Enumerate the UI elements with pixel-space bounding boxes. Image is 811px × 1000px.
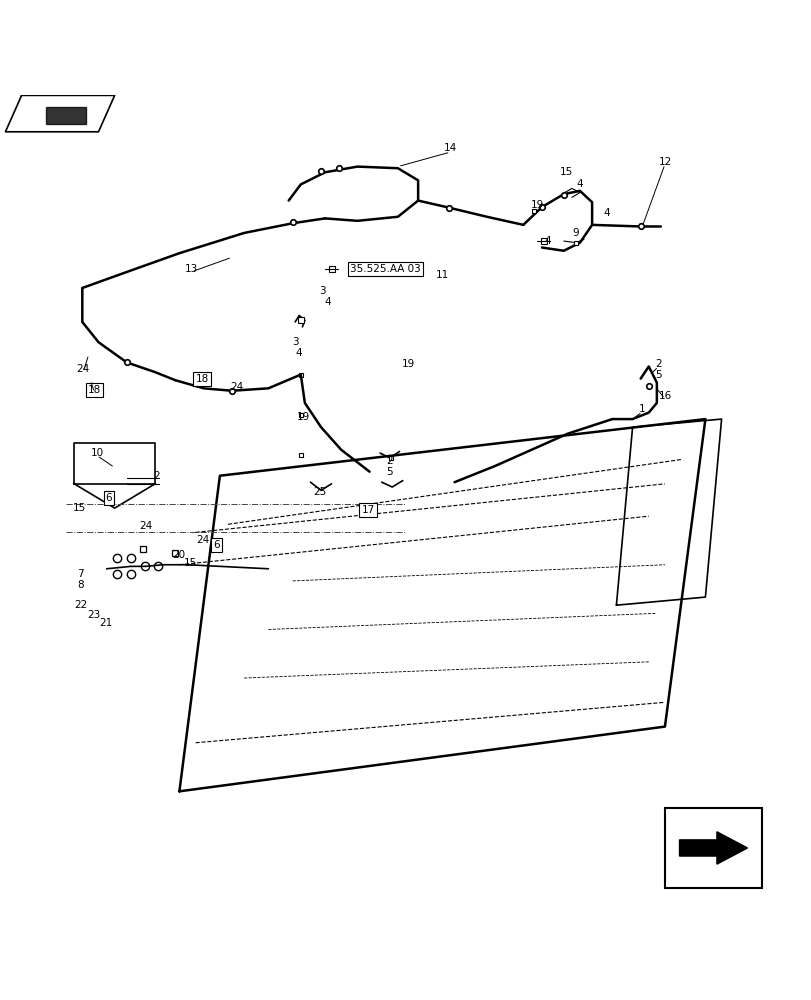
Text: 2: 2 xyxy=(654,359,661,369)
Text: 3: 3 xyxy=(291,337,298,347)
Text: 4: 4 xyxy=(603,208,609,218)
Text: 3: 3 xyxy=(319,286,325,296)
Text: 4: 4 xyxy=(324,297,330,307)
Text: 13: 13 xyxy=(185,264,198,274)
Text: 8: 8 xyxy=(77,580,84,590)
Text: 9: 9 xyxy=(572,228,578,238)
Text: 15: 15 xyxy=(73,503,87,513)
Text: 24: 24 xyxy=(230,382,243,392)
Text: 24: 24 xyxy=(139,521,152,531)
Text: 35.525.AA 03: 35.525.AA 03 xyxy=(350,264,421,274)
Text: 23: 23 xyxy=(87,610,100,620)
Text: 15: 15 xyxy=(559,167,572,177)
Text: 12: 12 xyxy=(658,157,671,167)
Text: 19: 19 xyxy=(530,200,544,210)
Text: 15: 15 xyxy=(183,558,196,568)
Text: 19: 19 xyxy=(296,412,310,422)
Text: 2: 2 xyxy=(386,456,393,466)
Text: 7: 7 xyxy=(77,569,84,579)
Text: 17: 17 xyxy=(361,505,374,515)
Polygon shape xyxy=(6,95,114,132)
Text: 6: 6 xyxy=(213,540,220,550)
Text: 10: 10 xyxy=(90,448,103,458)
Text: 2: 2 xyxy=(153,471,160,481)
Text: 4: 4 xyxy=(576,179,582,189)
Text: 18: 18 xyxy=(195,374,208,384)
Text: 4: 4 xyxy=(295,348,303,358)
Text: 5: 5 xyxy=(654,370,661,380)
Text: 11: 11 xyxy=(436,270,448,280)
Bar xyxy=(664,808,761,888)
Text: 24: 24 xyxy=(196,535,209,545)
Text: 22: 22 xyxy=(74,600,88,610)
Text: 20: 20 xyxy=(172,550,185,560)
Text: 5: 5 xyxy=(386,467,393,477)
Text: 14: 14 xyxy=(444,143,457,153)
Text: 16: 16 xyxy=(658,391,671,401)
Text: 24: 24 xyxy=(76,364,90,374)
Polygon shape xyxy=(679,832,747,864)
Text: 1: 1 xyxy=(638,404,645,414)
Text: 4: 4 xyxy=(543,236,550,246)
Text: 21: 21 xyxy=(99,618,112,628)
Polygon shape xyxy=(46,107,86,124)
Text: 18: 18 xyxy=(88,385,101,395)
Text: 25: 25 xyxy=(312,487,326,497)
Text: 19: 19 xyxy=(401,359,414,369)
Text: 6: 6 xyxy=(105,493,112,503)
